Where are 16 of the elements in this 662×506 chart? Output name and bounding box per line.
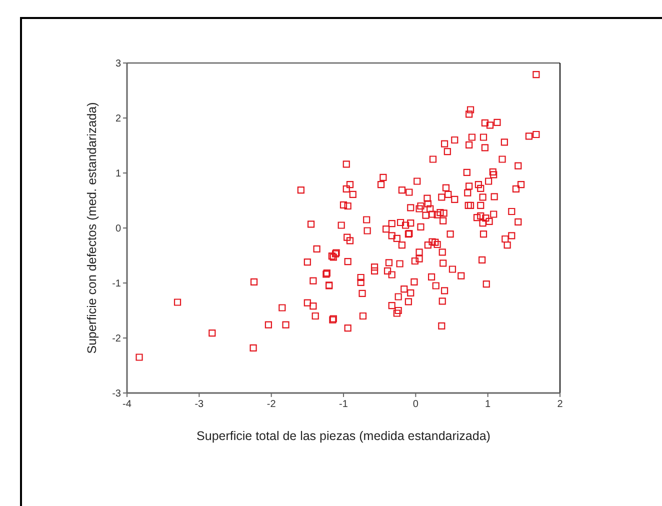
y-tick-label: -1 — [112, 278, 122, 290]
x-tick-label: -3 — [194, 399, 204, 410]
x-tick-label: -1 — [339, 399, 348, 410]
x-axis-title: Superficie total de las piezas (medida estandarizada) — [196, 429, 490, 443]
y-axis-title: Superficie con defectos (med. estandarizada) — [85, 102, 99, 354]
x-tick-label: -2 — [266, 399, 276, 410]
x-tick-label: -4 — [122, 399, 132, 410]
y-tick-label: -3 — [112, 388, 122, 400]
x-tick-label: 1 — [485, 399, 492, 410]
x-tick-label: 0 — [412, 399, 419, 410]
y-tick-label: 1 — [115, 168, 122, 180]
x-tick-label: 2 — [557, 399, 564, 410]
y-tick-label: -2 — [112, 334, 122, 344]
y-tick-label: 3 — [115, 58, 122, 70]
y-tick-label: 0 — [115, 224, 122, 234]
y-tick-label: 2 — [115, 114, 122, 124]
